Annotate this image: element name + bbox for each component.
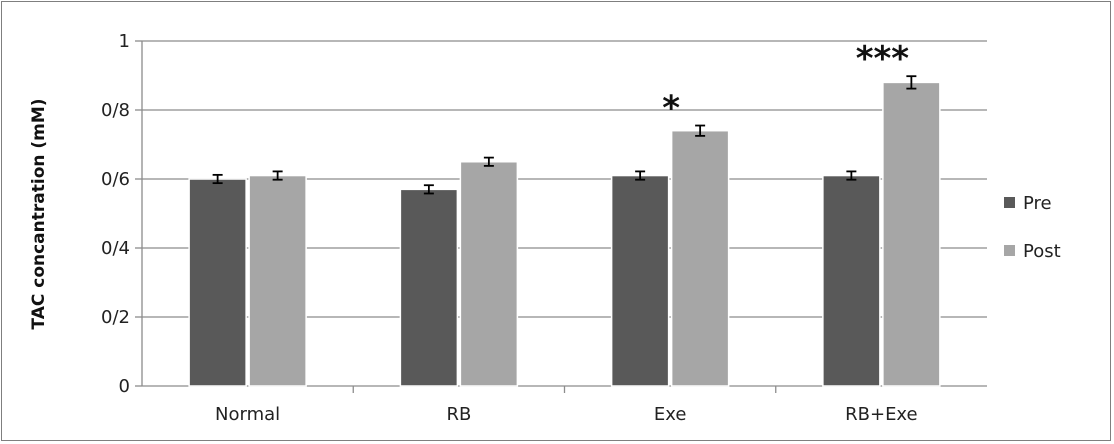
- y-tick-label: 0/8: [101, 100, 130, 121]
- y-tick-label: 0/2: [101, 307, 130, 328]
- x-tick-label: RB: [446, 404, 471, 425]
- y-tick-label: 0/4: [101, 238, 130, 259]
- x-tick-label: Normal: [215, 404, 280, 425]
- bar-post: [882, 81, 941, 387]
- y-tick-label: 0/6: [101, 169, 130, 190]
- y-tick-label: 1: [119, 31, 130, 52]
- legend-swatch-post: [1004, 245, 1015, 256]
- legend-label-post: Post: [1023, 241, 1061, 262]
- annotations: ****: [662, 39, 909, 128]
- bar-post: [248, 174, 307, 387]
- y-tick-label: 0: [119, 376, 130, 397]
- legend-label-pre: Pre: [1023, 193, 1052, 214]
- significance-marker: ***: [856, 39, 910, 79]
- legend-swatch-pre: [1004, 197, 1015, 208]
- bar-post: [670, 129, 730, 387]
- legend: Pre Post: [1004, 193, 1061, 262]
- error-bars: [212, 75, 917, 195]
- axis-labels: 0 0/2 0/4 0/6 0/8 1 Normal RB Exe RB+Exe: [101, 31, 918, 425]
- bars: [188, 81, 941, 387]
- bar-pre: [399, 188, 459, 387]
- bar-pre: [822, 174, 881, 387]
- bar-pre: [610, 174, 670, 387]
- x-tick-label: RB+Exe: [845, 404, 917, 425]
- bar-pre: [188, 178, 247, 387]
- significance-marker: *: [662, 89, 680, 129]
- x-tick-label: Exe: [654, 404, 687, 425]
- y-axis-title: TAC concantration (mM): [29, 98, 49, 329]
- bar-post: [459, 161, 519, 387]
